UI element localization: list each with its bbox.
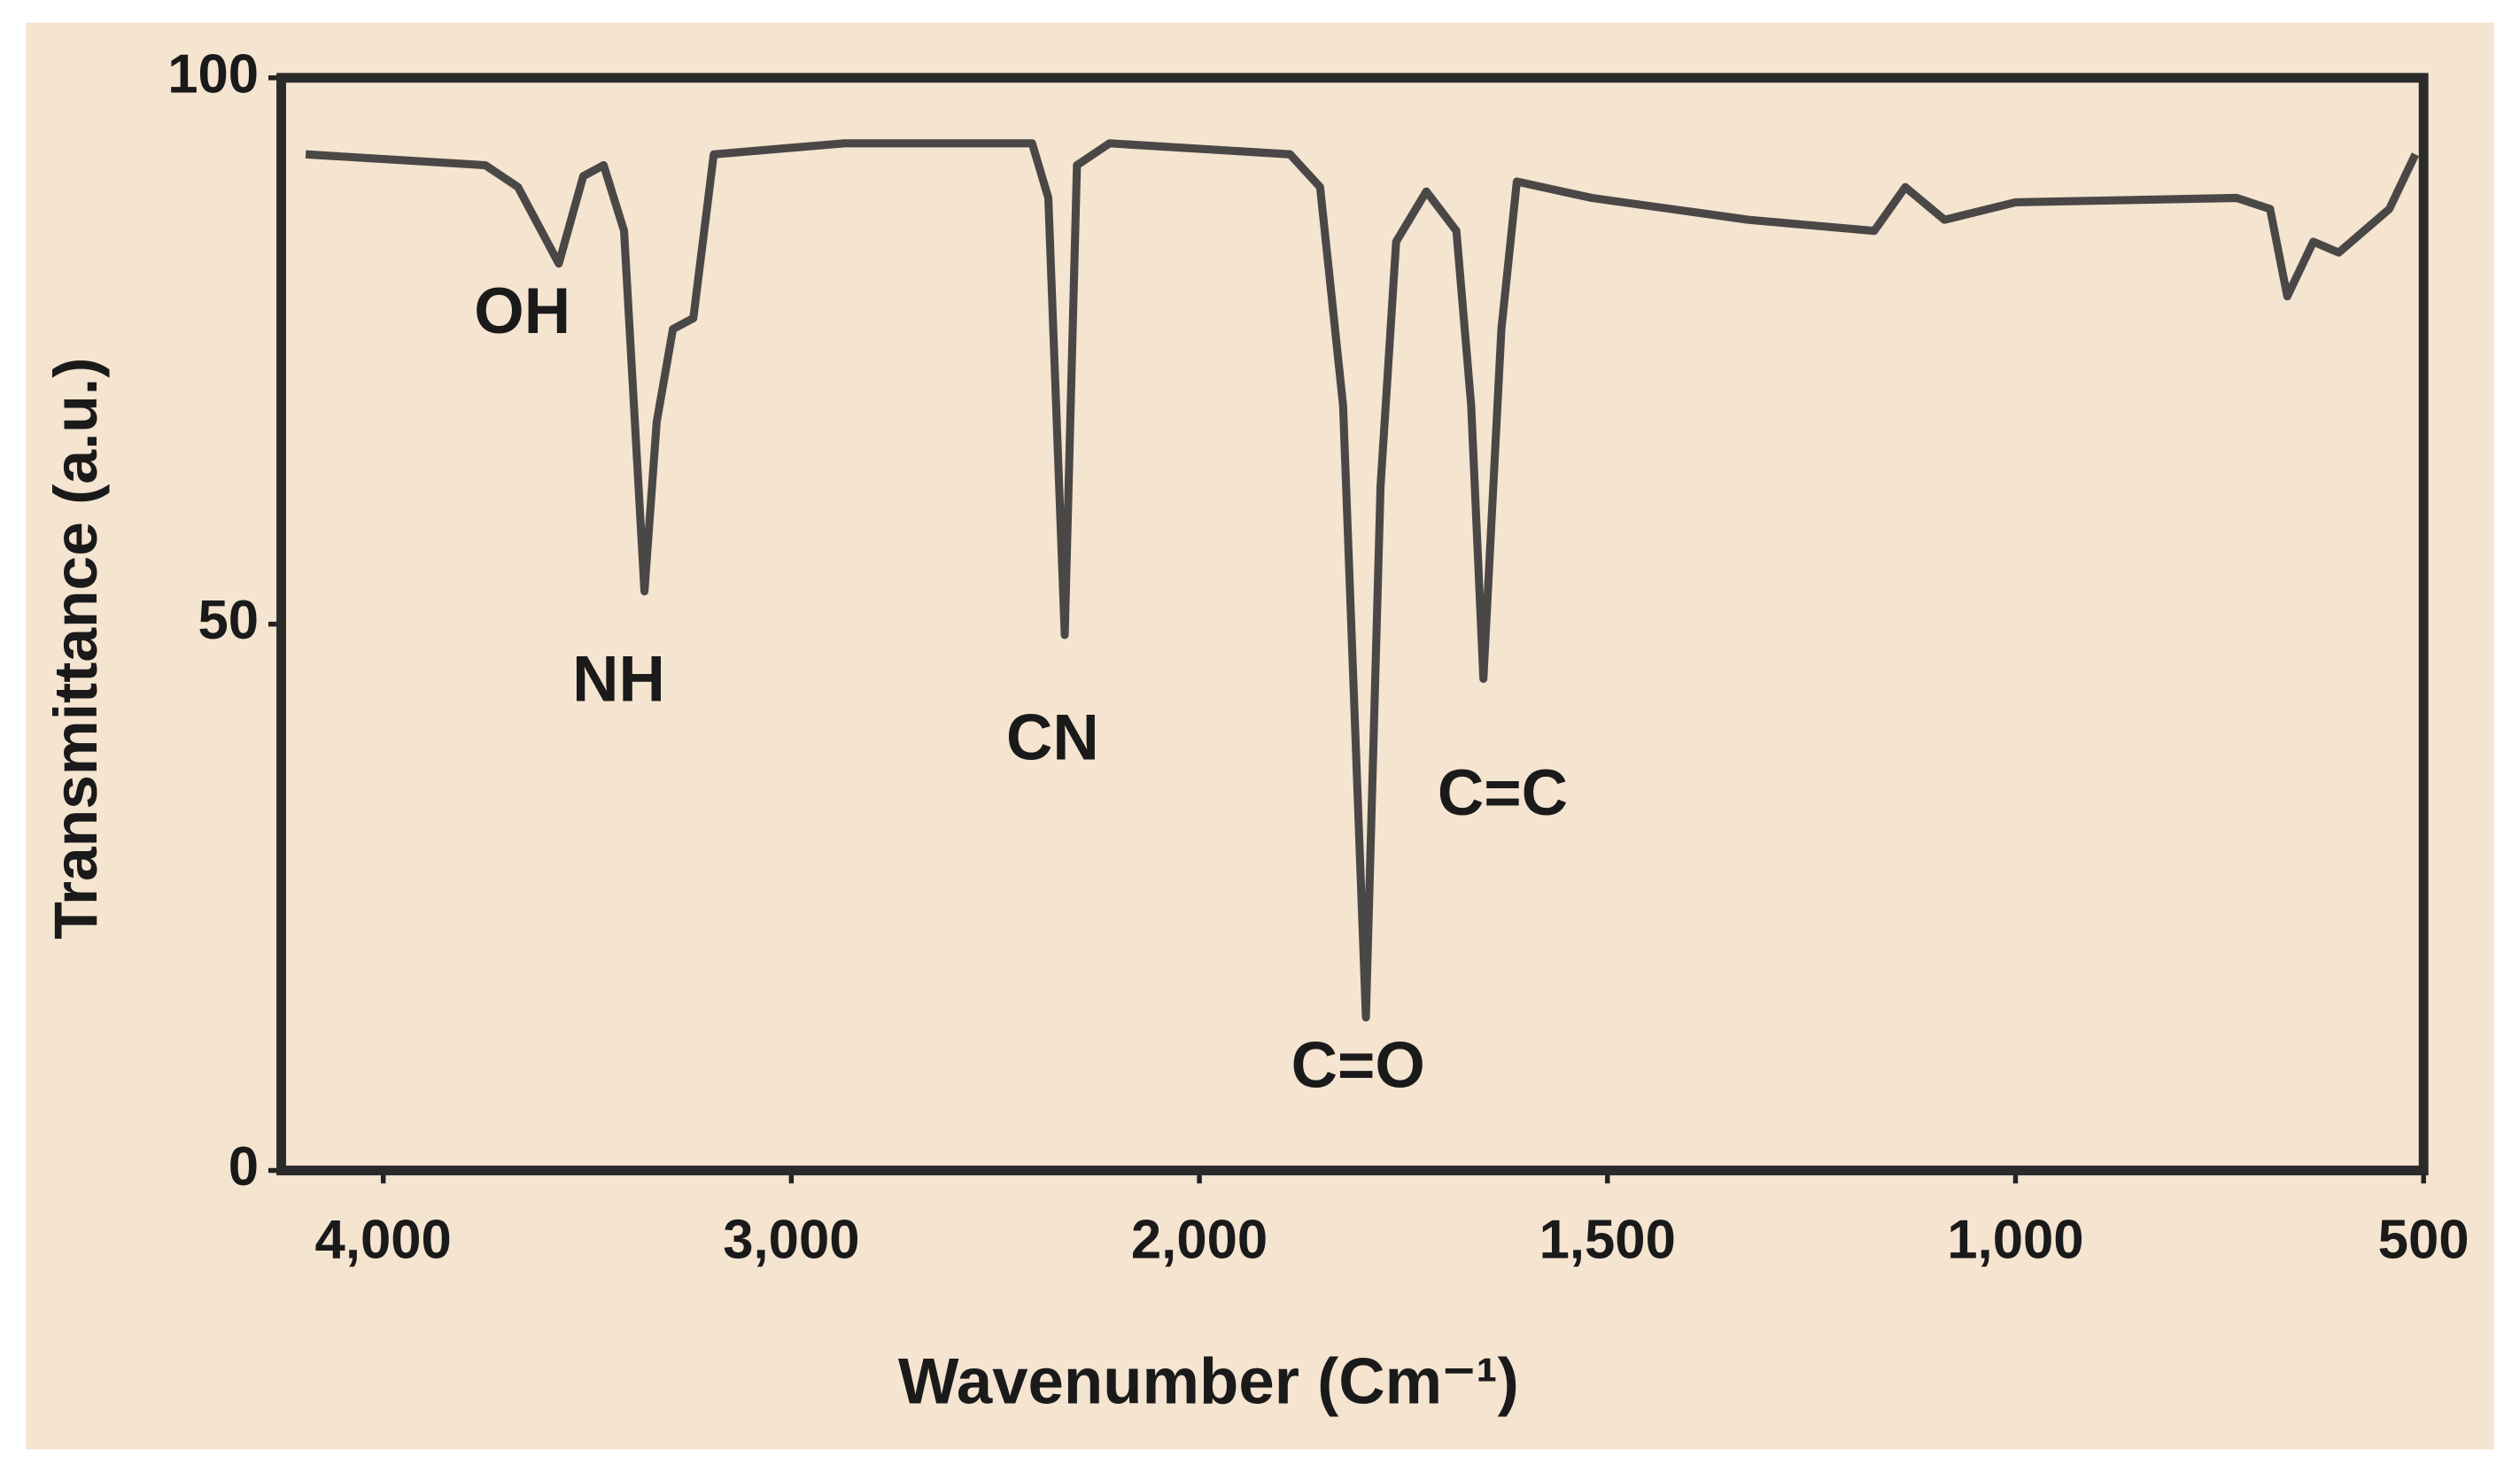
peak-annotation: CN: [1006, 701, 1099, 773]
x-tick-label: 2,000: [1131, 1209, 1268, 1270]
peak-annotation: C=C: [1438, 757, 1568, 829]
y-axis-label: Transmittance (a.u.): [41, 358, 110, 940]
peak-annotation: OH: [474, 275, 570, 347]
spectrum-line: [305, 139, 2419, 1022]
peak-annotation: C=O: [1291, 1029, 1425, 1101]
peak-annotation: NH: [572, 643, 665, 715]
x-tick-label: 4,000: [315, 1209, 452, 1270]
y-tick-label: 50: [198, 590, 260, 651]
x-tick-label: 1,000: [1947, 1209, 2083, 1270]
x-axis-label: Wavenumber (Cm⁻¹): [898, 1345, 1519, 1417]
chart-background: [26, 22, 2494, 1450]
x-tick-label: 500: [2378, 1209, 2470, 1270]
y-tick-label: 100: [167, 43, 259, 105]
x-tick-label: 1,500: [1539, 1209, 1676, 1270]
y-tick-label: 0: [229, 1136, 259, 1197]
x-tick-label: 3,000: [723, 1209, 859, 1270]
plot-frame: [276, 73, 2429, 1176]
